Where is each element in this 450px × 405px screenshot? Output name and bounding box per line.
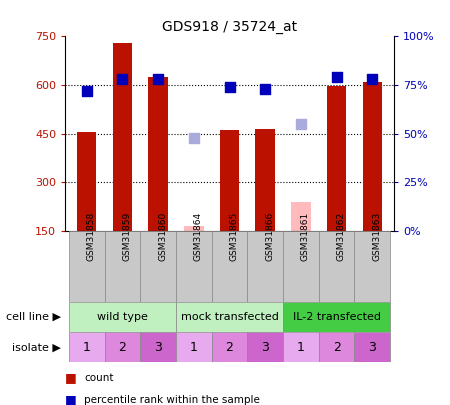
Bar: [212, 332, 248, 362]
Bar: [69, 231, 104, 302]
Bar: [176, 332, 212, 362]
Title: GDS918 / 35724_at: GDS918 / 35724_at: [162, 20, 297, 34]
Point: [261, 86, 269, 92]
Text: GSM31865: GSM31865: [230, 212, 238, 261]
Text: GSM31864: GSM31864: [194, 212, 203, 261]
Bar: [256, 129, 275, 231]
Bar: [176, 231, 212, 302]
Bar: [77, 132, 96, 231]
Text: 3: 3: [261, 341, 269, 354]
Bar: [112, 43, 132, 231]
Bar: [184, 226, 203, 231]
Text: 3: 3: [369, 341, 376, 354]
Text: GSM31861: GSM31861: [301, 212, 310, 261]
Text: isolate ▶: isolate ▶: [12, 342, 61, 352]
Text: GSM31860: GSM31860: [158, 212, 167, 261]
Bar: [319, 332, 355, 362]
Bar: [148, 77, 168, 231]
Bar: [69, 332, 104, 362]
Bar: [212, 231, 248, 302]
Bar: [355, 332, 390, 362]
Text: IL-2 transfected: IL-2 transfected: [292, 312, 381, 322]
Text: percentile rank within the sample: percentile rank within the sample: [84, 395, 260, 405]
Bar: [291, 202, 311, 231]
Bar: [283, 332, 319, 362]
Bar: [69, 302, 176, 332]
Text: ■: ■: [65, 393, 77, 405]
Text: 2: 2: [118, 341, 126, 354]
Text: GSM31866: GSM31866: [265, 212, 274, 261]
Point: [119, 76, 126, 83]
Bar: [140, 332, 176, 362]
Text: 3: 3: [154, 341, 162, 354]
Text: wild type: wild type: [97, 312, 148, 322]
Point: [297, 121, 305, 127]
Text: 1: 1: [190, 341, 198, 354]
Text: 2: 2: [225, 341, 234, 354]
Bar: [220, 130, 239, 231]
Bar: [363, 82, 382, 231]
Text: GSM31859: GSM31859: [122, 212, 131, 261]
Point: [83, 87, 90, 94]
Text: 1: 1: [297, 341, 305, 354]
Text: mock transfected: mock transfected: [180, 312, 279, 322]
Text: cell line ▶: cell line ▶: [6, 312, 61, 322]
Bar: [248, 332, 283, 362]
Text: count: count: [84, 373, 114, 383]
Bar: [176, 302, 283, 332]
Text: GSM31863: GSM31863: [372, 212, 381, 261]
Bar: [327, 86, 346, 231]
Bar: [104, 332, 140, 362]
Bar: [319, 231, 355, 302]
Bar: [283, 231, 319, 302]
Text: ■: ■: [65, 371, 77, 384]
Text: GSM31858: GSM31858: [87, 212, 96, 261]
Point: [369, 76, 376, 83]
Point: [190, 134, 198, 141]
Bar: [140, 231, 176, 302]
Bar: [283, 302, 390, 332]
Text: GSM31862: GSM31862: [337, 212, 346, 261]
Text: 1: 1: [83, 341, 90, 354]
Point: [333, 74, 340, 81]
Bar: [355, 231, 390, 302]
Text: 2: 2: [333, 341, 341, 354]
Point: [154, 76, 162, 83]
Bar: [248, 231, 283, 302]
Bar: [104, 231, 140, 302]
Point: [226, 84, 233, 90]
